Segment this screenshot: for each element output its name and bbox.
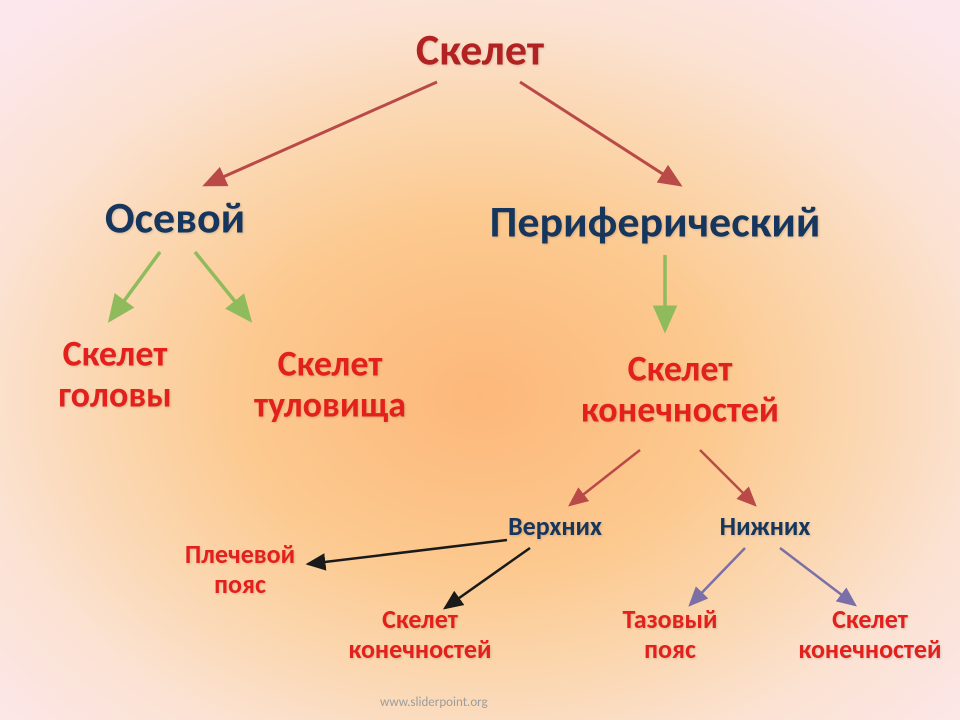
watermark-text: www.sliderpoint.org — [380, 695, 488, 710]
node-trunk-label: Скелет туловища — [254, 342, 406, 427]
node-peripheral-label: Периферический — [490, 195, 821, 249]
node-trunk: Скелет туловища — [254, 344, 406, 427]
node-pelvic-label: Тазовый пояс — [623, 603, 718, 665]
node-limbs-label: Скелет конечностей — [581, 347, 779, 432]
node-axial-label: Осевой — [105, 191, 245, 245]
node-peripheral: Периферический — [490, 197, 821, 248]
node-upper-label: Верхних — [508, 510, 602, 542]
node-head: Скелет головы — [58, 334, 172, 417]
node-upper: Верхних — [508, 512, 602, 542]
node-lower-label: Нижних — [720, 510, 811, 542]
node-limbskeleton-upper: Скелет конечностей — [349, 605, 492, 665]
node-root: Скелет — [416, 25, 544, 76]
node-pelvic: Тазовый пояс — [623, 605, 718, 665]
node-lower: Нижних — [720, 512, 811, 542]
node-limbskeleton-upper-label: Скелет конечностей — [349, 603, 492, 665]
node-limbskeleton-lower: Скелет конечностей — [799, 605, 942, 665]
node-head-label: Скелет головы — [58, 332, 172, 417]
node-root-label: Скелет — [416, 23, 544, 77]
watermark: www.sliderpoint.org — [380, 695, 488, 710]
node-limbs: Скелет конечностей — [581, 349, 779, 432]
node-limbskeleton-lower-label: Скелет конечностей — [799, 603, 942, 665]
node-shoulder: Плечевой пояс — [185, 540, 295, 600]
node-axial: Осевой — [105, 193, 245, 244]
node-shoulder-label: Плечевой пояс — [185, 538, 295, 600]
